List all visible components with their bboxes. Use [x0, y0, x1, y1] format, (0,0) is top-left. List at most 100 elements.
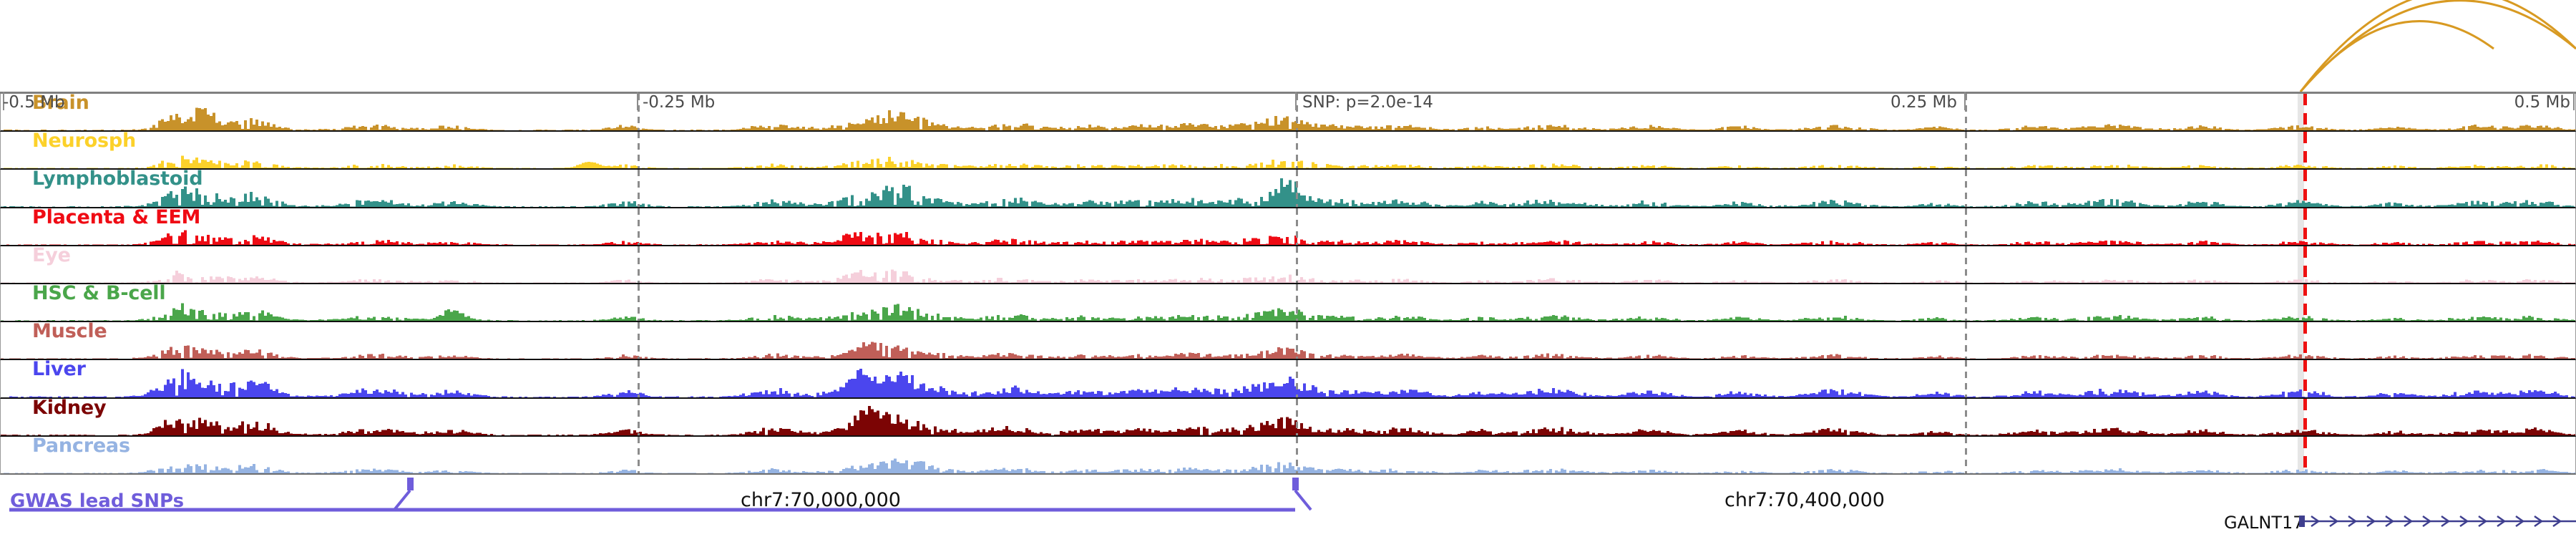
axis-gridline: [1965, 94, 1967, 131]
gene-strand-arrow-icon: [2515, 515, 2525, 528]
gene-strand-arrow-icon: [2404, 515, 2414, 528]
signal-track-neurosph[interactable]: Neurosph: [0, 132, 2576, 170]
signal-track-liver[interactable]: Liver: [0, 360, 2576, 399]
gene-strand-arrow-icon: [2552, 515, 2562, 528]
snp-position-marker-line: [2303, 208, 2307, 245]
signal-track-hsc-b-cell[interactable]: HSC & B-cell: [0, 284, 2576, 323]
signal-track-kidney[interactable]: Kidney: [0, 398, 2576, 437]
axis-gridline: [638, 132, 640, 169]
axis-gridline: [1965, 436, 1967, 473]
track-signal-histogram: [1, 94, 2575, 131]
chromatin-interaction-arcs: [0, 0, 2576, 92]
track-signal-histogram: [1, 284, 2575, 321]
chromatin-interaction-arc: [2299, 20, 2494, 92]
gene-strand-arrow-icon: [2497, 515, 2507, 528]
snp-position-marker-line: [2303, 132, 2307, 169]
snp-highlight-band: [2298, 398, 2304, 435]
axis-gridline: [1296, 360, 1298, 397]
gene-strand-arrow-icon: [2534, 515, 2544, 528]
snp-highlight-band: [2298, 208, 2304, 245]
snp-highlight-band: [2298, 132, 2304, 169]
snp-position-marker-line: [2303, 322, 2307, 359]
track-label-pancreas: Pancreas: [32, 436, 130, 457]
snp-highlight-band: [2298, 246, 2304, 283]
axis-gridline: [1296, 284, 1298, 321]
axis-gridline: [1296, 94, 1298, 131]
gwas-connector: [393, 489, 411, 511]
axis-gridline: [638, 170, 640, 207]
snp-position-marker-line: [2303, 94, 2307, 131]
signal-track-placenta-eem[interactable]: Placenta & EEM: [0, 208, 2576, 246]
axis-gridline: [1296, 398, 1298, 435]
track-label-muscle: Muscle: [32, 322, 107, 343]
gwas-lead-snp-tick: [407, 478, 414, 490]
gene-strand-arrow-icon: [2478, 515, 2488, 528]
axis-gridline: [638, 208, 640, 245]
gene-model-track[interactable]: GALNT17: [0, 510, 2576, 537]
track-label-neurosph: Neurosph: [32, 132, 137, 153]
gene-strand-arrow-icon: [2459, 515, 2469, 528]
snp-position-marker-line: [2303, 360, 2307, 397]
track-signal-histogram: [1, 208, 2575, 245]
track-signal-histogram: [1, 360, 2575, 397]
axis-gridline: [1296, 132, 1298, 169]
signal-track-brain[interactable]: Brain: [0, 94, 2576, 132]
track-label-liver: Liver: [32, 360, 86, 381]
gene-strand-arrow-icon: [2385, 515, 2395, 528]
signal-track-pancreas[interactable]: Pancreas: [0, 436, 2576, 475]
axis-gridline: [1965, 398, 1967, 435]
gwas-lead-snps-track[interactable]: GWAS lead SNPs: [0, 476, 2576, 537]
axis-gridline: [1965, 170, 1967, 207]
track-label-hsc-b-cell: HSC & B-cell: [32, 284, 166, 304]
gene-strand-arrow-icon: [2311, 515, 2321, 528]
snp-highlight-band: [2298, 170, 2304, 207]
snp-highlight-band: [2298, 284, 2304, 321]
snp-position-marker-line: [2303, 170, 2307, 207]
axis-gridline: [1296, 208, 1298, 245]
snp-position-marker-line: [2303, 398, 2307, 435]
track-label-lymphoblastoid: Lymphoblastoid: [32, 170, 203, 190]
snp-highlight-band: [2298, 436, 2304, 473]
track-signal-histogram: [1, 246, 2575, 283]
axis-gridline: [1965, 132, 1967, 169]
signal-track-muscle[interactable]: Muscle: [0, 322, 2576, 361]
track-label-brain: Brain: [32, 94, 89, 114]
gene-strand-arrow-icon: [2366, 515, 2376, 528]
axis-gridline: [1296, 322, 1298, 359]
signal-track-eye[interactable]: Eye: [0, 246, 2576, 284]
axis-gridline: [1965, 360, 1967, 397]
gene-strand-arrow-icon: [2441, 515, 2451, 528]
axis-gridline: [638, 322, 640, 359]
track-label-kidney: Kidney: [32, 398, 107, 419]
track-signal-histogram: [1, 132, 2575, 169]
gene-strand-arrow-icon: [2329, 515, 2339, 528]
axis-gridline: [638, 246, 640, 283]
snp-highlight-band: [2298, 94, 2304, 131]
genomic-coordinate-label: chr7:70,400,000: [1724, 489, 1885, 511]
signal-track-panel: Brain Neurosph Lymphoblastoid Placenta & EE…: [0, 92, 2576, 476]
genomic-coordinate-label: chr7:70,000,000: [741, 489, 901, 511]
gwas-connector: [1294, 489, 1312, 511]
gene-strand-arrow-icon: [2422, 515, 2432, 528]
gwas-lead-snp-tick: [1292, 478, 1299, 490]
signal-track-lymphoblastoid[interactable]: Lymphoblastoid: [0, 170, 2576, 208]
gene-strand-arrow-icon: [2348, 515, 2358, 528]
track-signal-histogram: [1, 399, 2575, 435]
axis-gridline: [1296, 436, 1298, 473]
track-signal-histogram: [1, 437, 2575, 473]
track-signal-histogram: [1, 322, 2575, 359]
gene-name-label: GALNT17: [2224, 513, 2304, 533]
axis-gridline: [638, 284, 640, 321]
axis-gridline: [1965, 284, 1967, 321]
chromatin-interaction-arc: [2299, 0, 2576, 92]
axis-gridline: [1965, 322, 1967, 359]
track-signal-histogram: [1, 170, 2575, 207]
track-label-placenta-eem: Placenta & EEM: [32, 208, 201, 228]
axis-gridline: [638, 436, 640, 473]
axis-gridline: [1965, 246, 1967, 283]
axis-gridline: [1296, 246, 1298, 283]
snp-position-marker-line: [2303, 436, 2307, 473]
snp-position-marker-line: [2303, 284, 2307, 321]
axis-gridline: [638, 398, 640, 435]
axis-gridline: [638, 94, 640, 131]
